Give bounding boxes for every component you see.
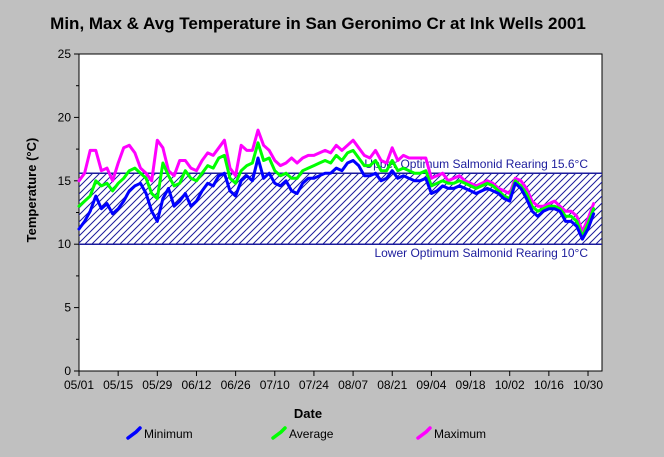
legend-label: Minimum bbox=[144, 427, 193, 441]
y-tick-label: 20 bbox=[58, 110, 72, 124]
y-axis-title: Temperature (°C) bbox=[24, 138, 39, 243]
y-tick-label: 25 bbox=[58, 47, 72, 61]
legend-label: Maximum bbox=[434, 427, 486, 441]
legend-item-maximum: Maximum bbox=[416, 426, 486, 441]
x-tick-label: 05/29 bbox=[142, 378, 172, 392]
x-tick-label: 05/15 bbox=[103, 378, 133, 392]
legend-item-minimum: Minimum bbox=[126, 426, 193, 441]
x-tick-label: 10/30 bbox=[573, 378, 603, 392]
legend-swatch bbox=[126, 426, 142, 440]
y-tick-label: 10 bbox=[58, 237, 72, 251]
lower-optimum-label: Lower Optimum Salmonid Rearing 10°C bbox=[374, 246, 588, 260]
x-tick-label: 07/24 bbox=[299, 378, 329, 392]
x-tick-label: 10/02 bbox=[495, 378, 525, 392]
x-tick-label: 05/01 bbox=[64, 378, 94, 392]
x-tick-label: 07/10 bbox=[260, 378, 290, 392]
x-tick-label: 08/21 bbox=[377, 378, 407, 392]
x-axis-title: Date bbox=[294, 406, 322, 421]
x-tick-label: 09/18 bbox=[456, 378, 486, 392]
series-line-minimum bbox=[77, 156, 596, 241]
y-tick-label: 5 bbox=[64, 301, 71, 315]
legend: Minimum Average Maximum bbox=[126, 426, 486, 441]
y-tick-label: 0 bbox=[64, 364, 71, 378]
y-tick-label: 15 bbox=[58, 174, 72, 188]
legend-swatch bbox=[271, 426, 287, 440]
x-tick-label: 06/26 bbox=[221, 378, 251, 392]
x-tick-label: 06/12 bbox=[181, 378, 211, 392]
series-line-maximum bbox=[77, 128, 596, 233]
x-tick-label: 08/07 bbox=[338, 378, 368, 392]
x-tick-label: 10/16 bbox=[534, 378, 564, 392]
chart-title: Min, Max & Avg Temperature in San Geroni… bbox=[50, 14, 586, 33]
y-axis: 0 5 10 15 20 25 bbox=[58, 47, 79, 378]
x-tick-label: 09/04 bbox=[416, 378, 446, 392]
series-line-average bbox=[77, 141, 596, 239]
series-layer bbox=[77, 128, 596, 241]
x-axis: 05/01 05/15 05/29 06/12 06/26 07/10 07/24 08/07… bbox=[64, 371, 603, 392]
legend-label: Average bbox=[289, 427, 334, 441]
legend-swatch bbox=[416, 426, 432, 440]
legend-item-average: Average bbox=[271, 426, 334, 441]
reference-band-layer: Upper Optimum Salmonid Rearing 15.6°C Low… bbox=[79, 157, 602, 260]
upper-optimum-label: Upper Optimum Salmonid Rearing 15.6°C bbox=[364, 157, 588, 171]
